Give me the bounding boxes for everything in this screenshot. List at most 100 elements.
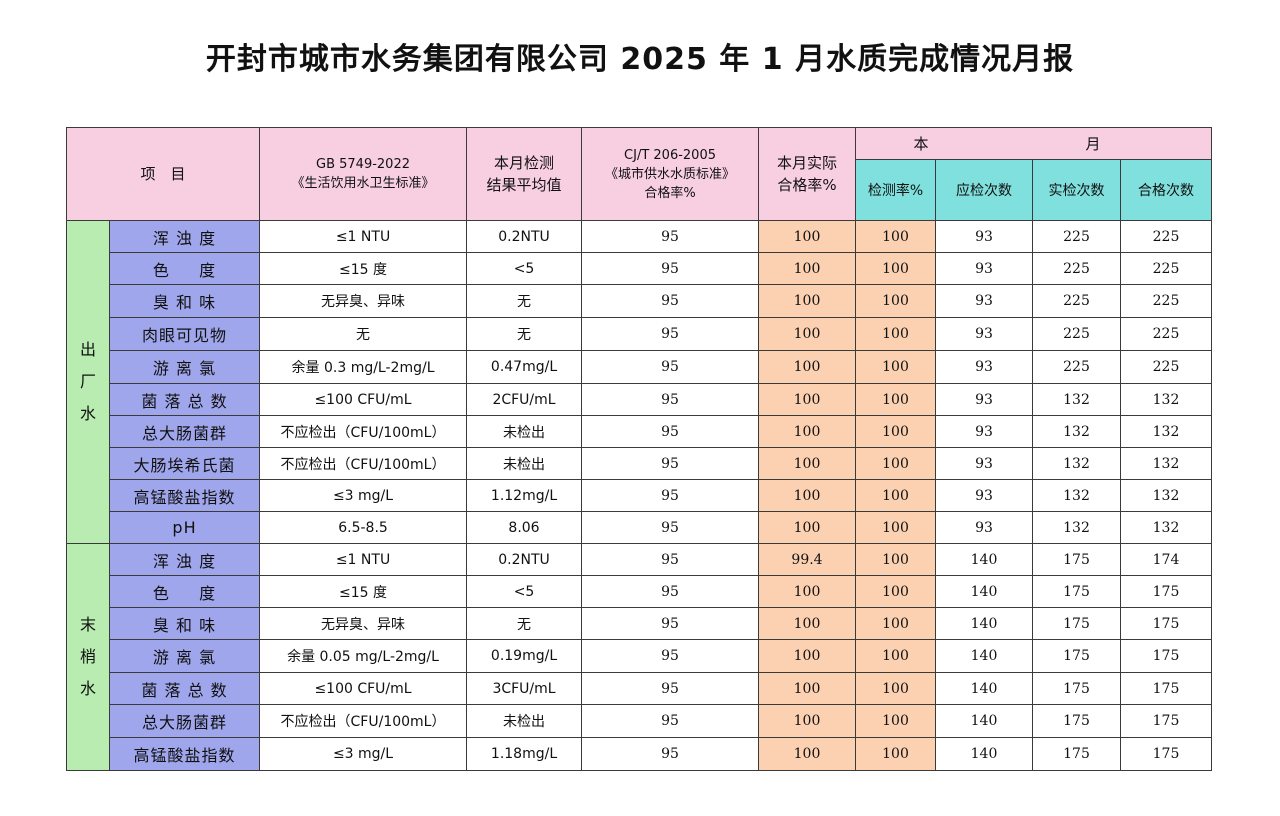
passed-count-value: 175 <box>1120 607 1213 640</box>
tested-count-value: 132 <box>1032 511 1122 544</box>
required-count-value: 93 <box>935 511 1034 544</box>
actual-rate-value: 100 <box>758 284 857 318</box>
actual-rate-value: 100 <box>758 737 857 771</box>
table-row: 菌 落 总 数 ≤100 CFU/mL 3CFU/mL 95 100 100 140 175 1… <box>67 672 1213 705</box>
cj-rate-value: 95 <box>581 415 760 448</box>
detection-rate-value: 100 <box>855 317 937 351</box>
cj-rate-value: 95 <box>581 383 760 416</box>
detection-rate-value: 100 <box>855 704 937 738</box>
standard-value: 6.5-8.5 <box>259 511 468 544</box>
header-actual-rate: 本月实际 合格率% <box>758 127 857 221</box>
tested-count-value: 132 <box>1032 415 1122 448</box>
category-label: 出厂水 <box>66 220 110 544</box>
required-count-value: 93 <box>935 479 1034 512</box>
average-value: 无 <box>466 317 583 351</box>
subheader-required-count: 应检次数 <box>935 159 1034 221</box>
item-name: 游 离 氯 <box>108 350 261 384</box>
table-row: 臭 和 味无异臭、异味无 95 100 100 140 175 175 <box>67 607 1213 640</box>
tested-count-value: 225 <box>1032 317 1122 351</box>
tested-count-value: 175 <box>1032 543 1122 576</box>
item-name: 大肠埃希氏菌 <box>108 447 261 480</box>
cj-rate-value: 95 <box>581 672 760 705</box>
header-actual-line2: 合格率% <box>777 176 837 194</box>
report-title: 开封市城市水务集团有限公司 2025 年 1 月水质完成情况月报 <box>205 42 1075 77</box>
header-month-left: 本 <box>913 134 929 153</box>
item-name: 总大肠菌群 <box>108 704 261 738</box>
detection-rate-value: 100 <box>855 607 937 640</box>
passed-count-value: 132 <box>1120 383 1213 416</box>
actual-rate-value: 100 <box>758 511 857 544</box>
average-value: 0.2NTU <box>466 220 583 253</box>
actual-rate-value: 100 <box>758 639 857 673</box>
tested-count-value: 175 <box>1032 607 1122 640</box>
tested-count-value: 225 <box>1032 252 1122 285</box>
table-row: 总大肠菌群 不应检出（CFU/100mL） 未检出 95 100 100 140 175 175 <box>67 704 1213 738</box>
passed-count-value: 174 <box>1120 543 1213 576</box>
actual-rate-value: 100 <box>758 575 857 608</box>
table-row: 色 度 ≤15 度 <5 95 100 100 93 225 225 <box>67 252 1213 285</box>
tested-count-value: 225 <box>1032 284 1122 318</box>
average-value: 未检出 <box>466 447 583 480</box>
passed-count-value: 175 <box>1120 639 1213 673</box>
required-count-value: 140 <box>935 607 1034 640</box>
standard-value: ≤3 mg/L <box>259 479 468 512</box>
passed-count-value: 132 <box>1120 415 1213 448</box>
cj-rate-value: 95 <box>581 575 760 608</box>
subheader-tested-count: 实检次数 <box>1032 159 1122 221</box>
average-value: 3CFU/mL <box>466 672 583 705</box>
passed-count-value: 132 <box>1120 511 1213 544</box>
actual-rate-value: 100 <box>758 607 857 640</box>
standard-value: ≤100 CFU/mL <box>259 383 468 416</box>
average-value: 2CFU/mL <box>466 383 583 416</box>
header-actual-line1: 本月实际 <box>777 154 838 172</box>
standard-value: ≤15 度 <box>259 575 468 608</box>
required-count-value: 93 <box>935 383 1034 416</box>
category-char: 水 <box>79 404 96 423</box>
detection-rate-value: 100 <box>855 639 937 673</box>
average-value: 未检出 <box>466 704 583 738</box>
cj-rate-value: 95 <box>581 284 760 318</box>
item-name: 浑 浊 度 <box>108 543 261 576</box>
actual-rate-value: 100 <box>758 252 857 285</box>
detection-rate-value: 100 <box>855 383 937 416</box>
item-name: pH <box>108 511 261 544</box>
actual-rate-value: 100 <box>758 383 857 416</box>
tested-count-value: 225 <box>1032 220 1122 253</box>
item-name: 肉眼可见物 <box>108 317 261 351</box>
detection-rate-value: 100 <box>855 252 937 285</box>
item-name: 色 度 <box>108 252 261 285</box>
standard-value: ≤100 CFU/mL <box>259 672 468 705</box>
detection-rate-value: 100 <box>855 672 937 705</box>
required-count-value: 140 <box>935 639 1034 673</box>
header-gb-standard: GB 5749-2022 《生活饮用水卫生标准》 <box>259 127 468 221</box>
table-row: 总大肠菌群 不应检出（CFU/100mL） 未检出 95 100 100 93 132 132 <box>67 415 1213 448</box>
average-value: 0.47mg/L <box>466 350 583 384</box>
actual-rate-value: 100 <box>758 672 857 705</box>
detection-rate-value: 100 <box>855 415 937 448</box>
average-value: 1.18mg/L <box>466 737 583 771</box>
required-count-value: 140 <box>935 704 1034 738</box>
tested-count-value: 132 <box>1032 447 1122 480</box>
passed-count-value: 132 <box>1120 447 1213 480</box>
cj-rate-value: 95 <box>581 479 760 512</box>
detection-rate-value: 100 <box>855 350 937 384</box>
actual-rate-value: 100 <box>758 447 857 480</box>
average-value: 0.19mg/L <box>466 639 583 673</box>
header-avg-line2: 结果平均值 <box>486 176 562 194</box>
detection-rate-value: 100 <box>855 575 937 608</box>
table-row: 末梢水浑 浊 度 ≤1 NTU 0.2NTU 95 99.4 100 140 175 174 <box>66 543 1213 771</box>
water-quality-table: 项 目 GB 5749-2022 《生活饮用水卫生标准》 本月检测 结果平均值 … <box>65 127 1213 771</box>
required-count-value: 140 <box>935 737 1034 771</box>
required-count-value: 93 <box>935 284 1034 318</box>
cj-rate-value: 95 <box>581 511 760 544</box>
table-row: 游 离 氯余量 0.3 mg/L-2mg/L 0.47mg/L 95 100 100 93… <box>67 350 1213 384</box>
average-value: 未检出 <box>466 415 583 448</box>
tested-count-value: 132 <box>1032 479 1122 512</box>
required-count-value: 140 <box>935 575 1034 608</box>
average-value: <5 <box>466 575 583 608</box>
header-cj-standard: CJ/T 206-2005 《城市供水水质标准》 合格率% <box>581 127 760 221</box>
header-cj-rate: 合格率% <box>644 185 696 201</box>
average-value: <5 <box>466 252 583 285</box>
passed-count-value: 225 <box>1120 317 1213 351</box>
required-count-value: 93 <box>935 317 1034 351</box>
